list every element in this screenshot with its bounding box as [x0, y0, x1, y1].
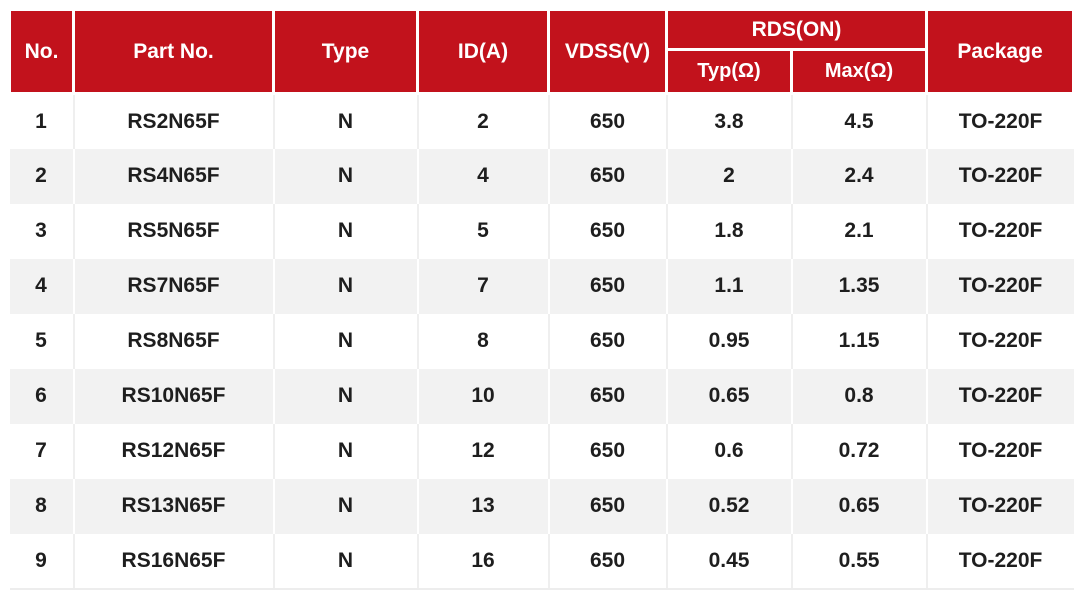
col-header-rds-max: Max(Ω)	[789, 48, 929, 95]
col-header-part-no: Part No.	[72, 8, 275, 95]
cell-id-a: 2	[417, 93, 550, 149]
col-header-id-a: ID(A)	[416, 8, 550, 95]
header-row-top: No. Part No. Type ID(A) VDSS(V) RDS(ON) …	[8, 8, 1076, 95]
cell-vdss-v: 650	[548, 258, 668, 314]
cell-vdss-v: 650	[548, 533, 668, 590]
cell-vdss-v: 650	[548, 423, 668, 479]
cell-package: TO-220F	[926, 313, 1074, 369]
table-row: 2 RS4N65F N 4 650 2 2.4 TO-220F	[9, 148, 1074, 204]
cell-part-no: RS4N65F	[73, 148, 275, 204]
cell-package: TO-220F	[926, 368, 1074, 424]
cell-package: TO-220F	[926, 258, 1074, 314]
cell-vdss-v: 650	[548, 203, 668, 259]
cell-id-a: 4	[417, 148, 550, 204]
cell-part-no: RS5N65F	[73, 203, 275, 259]
cell-part-no: RS8N65F	[73, 313, 275, 369]
table-body: 1 RS2N65F N 2 650 3.8 4.5 TO-220F 2 RS4N…	[9, 93, 1074, 590]
cell-rds-max: 0.72	[791, 423, 928, 479]
cell-type: N	[273, 478, 419, 534]
cell-type: N	[273, 368, 419, 424]
table-row: 6 RS10N65F N 10 650 0.65 0.8 TO-220F	[9, 368, 1074, 424]
col-header-no: No.	[8, 8, 75, 95]
cell-rds-typ: 0.95	[666, 313, 793, 369]
cell-id-a: 16	[417, 533, 550, 590]
cell-part-no: RS7N65F	[73, 258, 275, 314]
table-row: 8 RS13N65F N 13 650 0.52 0.65 TO-220F	[9, 478, 1074, 534]
cell-rds-max: 4.5	[791, 93, 928, 149]
cell-package: TO-220F	[926, 148, 1074, 204]
cell-id-a: 8	[417, 313, 550, 369]
cell-rds-max: 1.35	[791, 258, 928, 314]
table-row: 9 RS16N65F N 16 650 0.45 0.55 TO-220F	[9, 533, 1074, 590]
header-row-sub: Typ(Ω) Max(Ω)	[10, 48, 1074, 95]
cell-part-no: RS13N65F	[73, 478, 275, 534]
table-row: 7 RS12N65F N 12 650 0.6 0.72 TO-220F	[9, 423, 1074, 479]
cell-no: 5	[9, 313, 75, 369]
table-row: 1 RS2N65F N 2 650 3.8 4.5 TO-220F	[9, 93, 1074, 149]
cell-vdss-v: 650	[548, 478, 668, 534]
cell-type: N	[273, 203, 419, 259]
cell-part-no: RS10N65F	[73, 368, 275, 424]
table-header: No. Part No. Type ID(A) VDSS(V) RDS(ON) …	[8, 8, 1076, 95]
cell-package: TO-220F	[926, 93, 1074, 149]
cell-rds-max: 0.65	[791, 478, 928, 534]
cell-vdss-v: 650	[548, 93, 668, 149]
cell-type: N	[273, 533, 419, 590]
cell-rds-max: 2.1	[791, 203, 928, 259]
cell-rds-typ: 1.8	[666, 203, 793, 259]
cell-type: N	[273, 258, 419, 314]
cell-type: N	[273, 148, 419, 204]
cell-no: 3	[9, 203, 75, 259]
cell-no: 2	[9, 148, 75, 204]
cell-rds-typ: 1.1	[666, 258, 793, 314]
col-header-rds-typ: Typ(Ω)	[665, 48, 793, 95]
cell-id-a: 10	[417, 368, 550, 424]
cell-id-a: 13	[417, 478, 550, 534]
cell-no: 9	[9, 533, 75, 590]
cell-no: 1	[9, 93, 75, 149]
cell-rds-typ: 0.45	[666, 533, 793, 590]
col-header-rds-on: RDS(ON)	[664, 8, 929, 51]
cell-rds-typ: 2	[666, 148, 793, 204]
cell-no: 7	[9, 423, 75, 479]
mosfet-parts-table: No. Part No. Type ID(A) VDSS(V) RDS(ON) …	[8, 8, 1076, 590]
cell-rds-typ: 0.6	[666, 423, 793, 479]
cell-rds-max: 1.15	[791, 313, 928, 369]
cell-type: N	[273, 93, 419, 149]
table-row: 3 RS5N65F N 5 650 1.8 2.1 TO-220F	[9, 203, 1074, 259]
table-row: 4 RS7N65F N 7 650 1.1 1.35 TO-220F	[9, 258, 1074, 314]
col-header-package: Package	[925, 8, 1076, 95]
cell-rds-typ: 0.65	[666, 368, 793, 424]
cell-id-a: 12	[417, 423, 550, 479]
cell-part-no: RS12N65F	[73, 423, 275, 479]
cell-rds-typ: 0.52	[666, 478, 793, 534]
cell-vdss-v: 650	[548, 368, 668, 424]
cell-part-no: RS2N65F	[73, 93, 275, 149]
col-header-vdss-v: VDSS(V)	[547, 8, 668, 95]
cell-rds-typ: 3.8	[666, 93, 793, 149]
cell-id-a: 5	[417, 203, 550, 259]
cell-type: N	[273, 313, 419, 369]
cell-vdss-v: 650	[548, 148, 668, 204]
cell-vdss-v: 650	[548, 313, 668, 369]
cell-package: TO-220F	[926, 423, 1074, 479]
cell-rds-max: 2.4	[791, 148, 928, 204]
cell-type: N	[273, 423, 419, 479]
cell-rds-max: 0.55	[791, 533, 928, 590]
cell-part-no: RS16N65F	[73, 533, 275, 590]
cell-package: TO-220F	[926, 533, 1074, 590]
table-row: 5 RS8N65F N 8 650 0.95 1.15 TO-220F	[9, 313, 1074, 369]
cell-no: 6	[9, 368, 75, 424]
cell-rds-max: 0.8	[791, 368, 928, 424]
cell-package: TO-220F	[926, 478, 1074, 534]
cell-no: 8	[9, 478, 75, 534]
cell-no: 4	[9, 258, 75, 314]
cell-package: TO-220F	[926, 203, 1074, 259]
cell-id-a: 7	[417, 258, 550, 314]
col-header-type: Type	[272, 8, 419, 95]
